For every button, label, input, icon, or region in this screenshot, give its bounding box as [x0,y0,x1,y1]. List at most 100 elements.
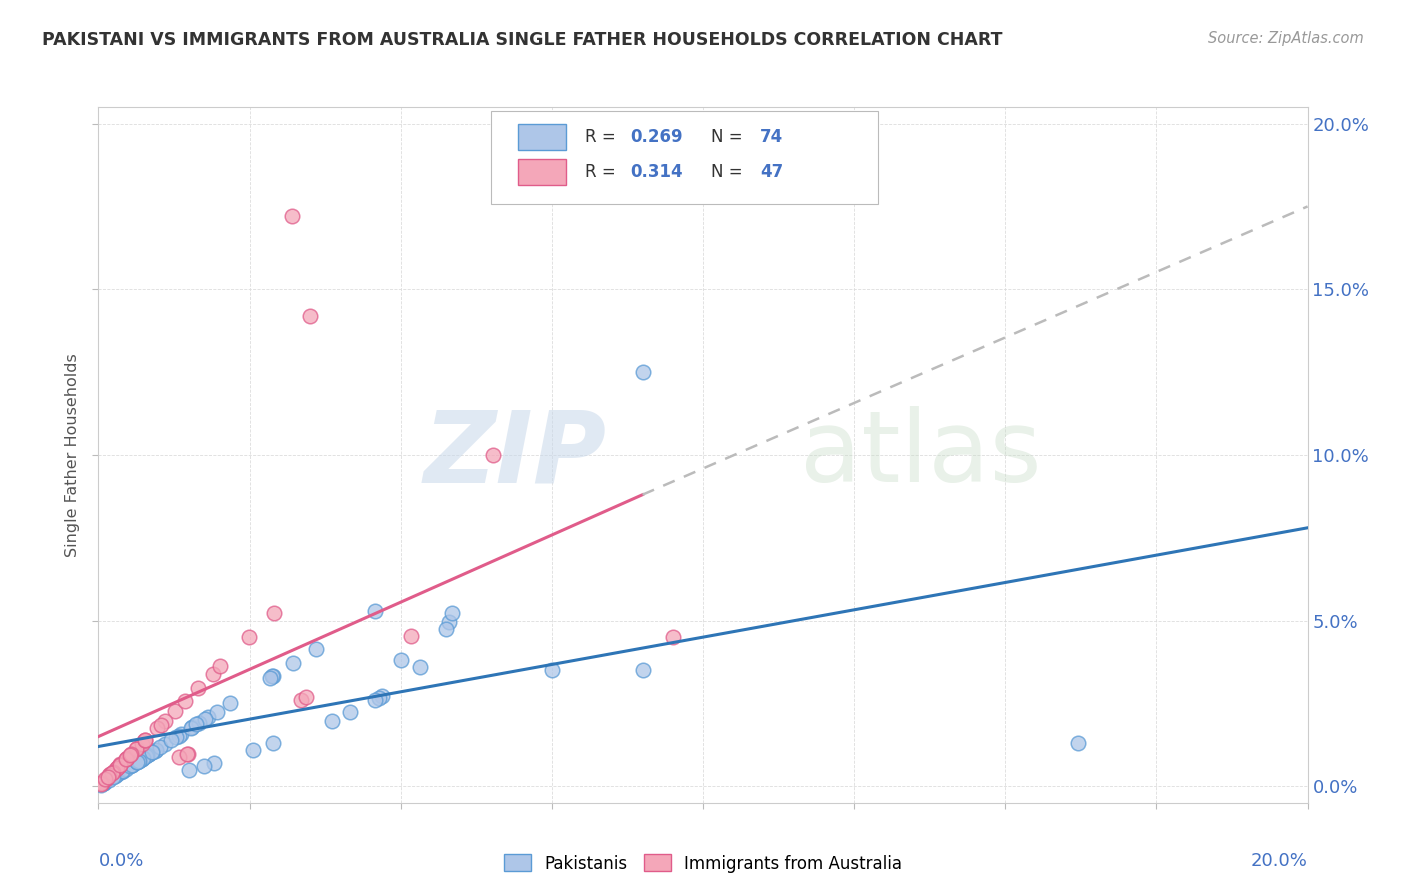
Point [134,733,156,747]
Point [131,751,153,765]
Point [145,743,167,757]
Text: 0.314: 0.314 [630,162,683,181]
Legend: Pakistanis, Immigrants from Australia: Pakistanis, Immigrants from Australia [498,847,908,880]
Point [367,690,389,705]
Point [238,631,260,645]
Point [143,744,166,758]
Point [205,705,228,719]
Point [364,604,387,618]
Point [541,663,564,677]
Point [263,606,285,620]
Point [290,693,312,707]
Point [160,733,183,747]
Point [299,309,322,323]
Point [132,734,155,748]
Point [631,663,654,677]
Point [121,757,143,772]
Point [90,778,112,792]
Point [153,737,176,751]
Point [114,762,136,776]
Point [129,753,152,767]
Text: N =: N = [711,128,748,146]
Point [170,727,193,741]
Point [262,736,284,750]
Point [93,776,115,790]
Point [115,751,138,765]
Point [93,775,115,789]
Text: 47: 47 [759,162,783,181]
Point [305,641,328,656]
Point [107,760,129,774]
Point [90,776,112,790]
Point [295,690,318,705]
Point [114,752,136,766]
Point [114,752,136,766]
Point [434,622,457,636]
Y-axis label: Single Father Households: Single Father Households [65,353,80,557]
Point [134,749,156,764]
FancyBboxPatch shape [492,111,879,204]
Text: N =: N = [711,162,748,181]
Point [112,764,135,778]
Point [138,747,160,762]
Text: ZIP: ZIP [423,407,606,503]
Point [132,751,155,765]
Point [176,747,198,761]
Point [662,630,685,644]
Point [180,720,202,734]
Point [134,750,156,764]
Point [242,743,264,757]
Text: 0.269: 0.269 [630,128,683,146]
Point [138,747,160,762]
Point [179,763,201,777]
Point [163,704,186,718]
Point [339,706,361,720]
Point [177,747,200,761]
Point [389,653,412,667]
Point [208,659,231,673]
Point [219,696,242,710]
Point [131,751,153,765]
Point [111,764,134,779]
Point [104,769,127,783]
Point [134,733,156,747]
Point [259,671,281,685]
Point [364,692,387,706]
Point [105,761,128,775]
Point [125,755,148,769]
Point [194,712,217,726]
Point [193,759,215,773]
Point [101,770,124,784]
Point [409,660,432,674]
FancyBboxPatch shape [517,159,567,185]
Point [94,772,117,787]
Point [201,666,224,681]
Point [281,657,304,671]
Point [186,717,208,731]
Point [1067,736,1090,750]
Point [101,765,124,780]
Point [127,741,149,756]
Point [128,754,150,768]
Point [141,745,163,759]
Point [321,714,343,728]
Point [165,730,187,744]
Point [187,681,209,695]
Point [110,764,132,779]
Point [101,765,124,780]
FancyBboxPatch shape [517,124,567,150]
Point [122,757,145,772]
Point [262,669,284,683]
Point [98,767,121,781]
Point [437,615,460,629]
Point [188,715,211,730]
Point [121,758,143,772]
Point [104,768,127,782]
Point [173,694,195,708]
Point [153,714,176,728]
Point [149,740,172,755]
Point [262,669,284,683]
Point [120,747,142,761]
Point [108,758,131,772]
Point [110,757,132,772]
